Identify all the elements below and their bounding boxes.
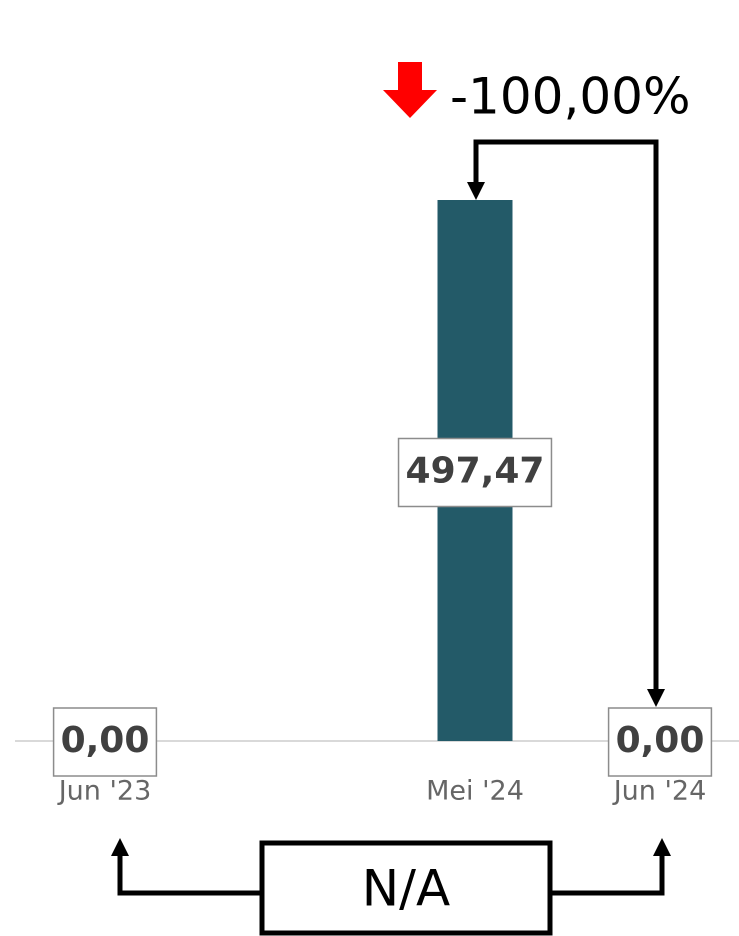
x-tick-label: Jun '24 (612, 776, 707, 807)
change-label: -100,00% (450, 68, 691, 126)
x-tick-label: Mei '24 (426, 776, 524, 807)
data-label: 497,47 (406, 451, 545, 492)
down-arrow-icon (383, 62, 437, 118)
connector (473, 139, 659, 693)
arrowhead (467, 182, 485, 200)
comparison-label: N/A (362, 860, 450, 918)
arrowhead (647, 689, 665, 707)
data-label-box (52, 707, 158, 777)
x-tick-label: Jun '23 (57, 776, 152, 807)
data-label-box (397, 437, 553, 508)
data-label: 0,00 (616, 720, 705, 761)
arrowhead (111, 838, 129, 856)
comparison-box (259, 840, 553, 936)
arrowhead (653, 838, 671, 856)
connector (550, 852, 665, 896)
connector (117, 852, 262, 896)
data-label-box (607, 707, 713, 777)
data-label: 0,00 (61, 720, 150, 761)
